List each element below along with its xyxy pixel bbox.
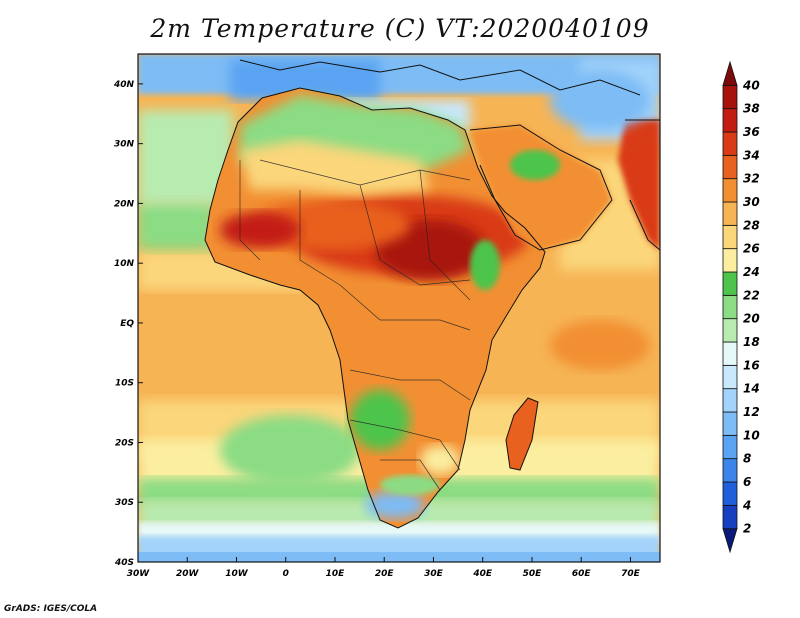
lon-tick-label: 70E (621, 569, 641, 579)
colorbar-label: 10 (743, 428, 760, 442)
map-frame (137, 53, 661, 563)
lon-tick-label: 10E (326, 569, 346, 579)
lat-tick-label: 40N (113, 80, 135, 90)
lon-tick-label: 30E (424, 569, 444, 579)
colorbar-label: 34 (743, 148, 760, 162)
lat-tick-label: 10S (115, 379, 134, 389)
lon-tick-label: 10W (225, 569, 249, 579)
longitude-axis: 30W 20W 10W 0 10E 20E 30E 40E 50E 60E 70E (127, 557, 641, 579)
colorbar-swatch (722, 481, 738, 506)
colorbar-label: 24 (743, 265, 760, 279)
colorbar-label: 40 (742, 78, 760, 92)
africa-landmass (205, 88, 545, 528)
lon-tick-label: 20E (375, 569, 395, 579)
colorbar-swatch (722, 224, 738, 250)
colorbar-min-extend (722, 528, 738, 554)
colorbar-swatch (722, 84, 738, 110)
lat-tick-label: EQ (120, 319, 134, 329)
colorbar-swatch (722, 248, 738, 273)
grads-credit: GrADS: IGES/COLA (4, 604, 98, 614)
colorbar-swatch (722, 364, 738, 390)
lon-tick-label: 20W (176, 569, 200, 579)
colorbar-label: 38 (743, 102, 760, 116)
colorbar-swatch (722, 434, 738, 460)
colorbar-swatch (722, 318, 738, 343)
colorbar-label: 4 (742, 498, 751, 512)
colorbar-swatch (722, 341, 738, 366)
lat-tick-label: 30S (115, 498, 134, 508)
country-borders (239, 159, 471, 491)
colorbar-max-extend (722, 60, 738, 86)
colorbar-swatch (722, 131, 738, 156)
lat-tick-label: 20N (114, 199, 135, 209)
temperature-field (138, 54, 660, 562)
colorbar-swatch (722, 388, 738, 413)
colorbar-label: 14 (743, 382, 760, 396)
colorbar-label: 12 (743, 405, 760, 419)
colorbar-label: 28 (743, 218, 760, 232)
colorbar-label: 16 (743, 358, 760, 372)
colorbar-swatch (722, 411, 738, 436)
colorbar-label: 22 (743, 288, 760, 302)
colorbar-swatch (722, 108, 738, 133)
lon-tick-label: 0 (283, 569, 289, 579)
lon-tick-label: 60E (572, 569, 592, 579)
map-title: 2m Temperature (C) VT:2020040109 (150, 14, 650, 43)
colorbar-swatch (722, 154, 738, 180)
colorbar-label: 30 (743, 195, 760, 209)
colorbar-label: 18 (743, 335, 760, 349)
lon-tick-label: 50E (523, 569, 543, 579)
colorbar-label: 32 (743, 172, 760, 186)
colorbar-swatch (722, 178, 738, 203)
colorbar-label: 26 (743, 242, 760, 256)
coastlines (204, 59, 660, 529)
lat-tick-label: 20S (115, 438, 134, 448)
colorbar-swatch (722, 271, 738, 296)
lon-tick-label: 30W (127, 569, 151, 579)
colorbar-label: 20 (743, 312, 760, 326)
latitude-axis: 40N 30N 20N 10N EQ 10S 20S 30S 40S (113, 80, 143, 568)
colorbar-swatch (722, 458, 738, 483)
lon-tick-label: 40E (472, 569, 493, 579)
colorbar-swatch (722, 201, 738, 226)
colorbar-swatch (722, 504, 738, 530)
colorbar-swatch (722, 294, 738, 320)
lat-tick-label: 10N (114, 259, 135, 269)
lat-tick-label: 40S (114, 558, 134, 568)
colorbar-label: 36 (743, 125, 760, 139)
lat-tick-label: 30N (114, 140, 135, 150)
colorbar-label: 2 (743, 522, 751, 536)
colorbar-label: 8 (743, 452, 751, 466)
colorbar-label: 6 (743, 475, 751, 489)
